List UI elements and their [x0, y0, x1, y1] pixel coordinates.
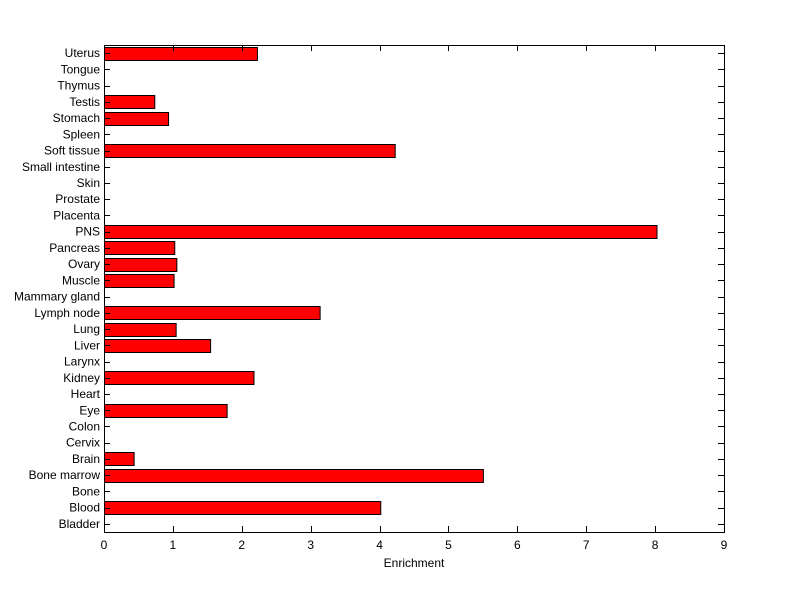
bar-uterus	[104, 47, 258, 61]
y-tick-label: Brain	[72, 452, 100, 466]
bar-soft-tissue	[104, 144, 396, 158]
x-tick-label: 6	[514, 538, 521, 552]
bar-testis	[104, 95, 156, 109]
y-tick-label: Eye	[79, 403, 100, 417]
y-tick-label: Bone	[72, 484, 100, 498]
y-tick-label: Tongue	[61, 62, 101, 76]
bar-stomach	[104, 112, 170, 126]
bar-bone-marrow	[104, 469, 484, 483]
bar-pancreas	[104, 241, 176, 255]
x-axis-label: Enrichment	[384, 556, 445, 570]
y-tick-label: Uterus	[65, 46, 100, 60]
y-tick-label: Colon	[69, 419, 100, 433]
y-tick-label: Small intestine	[22, 160, 100, 174]
bar-lymph-node	[104, 306, 321, 320]
y-tick-label: Liver	[74, 338, 100, 352]
y-tick-label: Larynx	[64, 355, 100, 369]
y-tick-label: Heart	[71, 387, 101, 401]
y-tick-label: Blood	[69, 501, 100, 515]
y-tick-label: Lung	[73, 322, 100, 336]
x-tick-label: 9	[721, 538, 728, 552]
x-tick-label: 1	[170, 538, 177, 552]
x-tick-label: 7	[583, 538, 590, 552]
x-tick-label: 3	[307, 538, 314, 552]
bar-eye	[104, 404, 228, 418]
y-tick-label: Prostate	[55, 192, 100, 206]
y-tick-label: Cervix	[66, 436, 100, 450]
x-tick-label: 5	[445, 538, 452, 552]
bar-lung	[104, 323, 177, 337]
bar-blood	[104, 501, 382, 515]
y-tick-label: Bladder	[59, 517, 100, 531]
bar-muscle	[104, 274, 175, 288]
bar-kidney	[104, 371, 255, 385]
y-tick-label: Skin	[77, 176, 100, 190]
y-tick-label: Bone marrow	[29, 468, 101, 482]
plot-frame	[104, 45, 725, 533]
y-tick-label: Spleen	[63, 127, 100, 141]
y-tick-label: Soft tissue	[44, 144, 100, 158]
x-tick-labels: 0 1 2 3 4 5 6 7 8 9	[101, 538, 728, 552]
x-tick-label: 0	[101, 538, 108, 552]
y-tick-label: Mammary gland	[14, 290, 100, 304]
y-tick-label: Pancreas	[49, 241, 100, 255]
y-tick-label: Kidney	[63, 371, 100, 385]
bar-pns	[104, 225, 658, 239]
x-tick-label: 2	[238, 538, 245, 552]
y-tick-label: Stomach	[53, 111, 100, 125]
y-tick-label: Muscle	[62, 273, 100, 287]
y-tick-label: Testis	[69, 95, 100, 109]
y-tick-labels: Uterus Tongue Thymus Testis Stomach Spleen Sof…	[14, 46, 101, 531]
y-tick-label: Lymph node	[34, 306, 100, 320]
x-tick-label: 4	[376, 538, 383, 552]
bar-ovary	[104, 258, 178, 272]
y-tick-label: Placenta	[53, 208, 100, 222]
y-tick-label: Thymus	[57, 79, 100, 93]
x-tick-label: 8	[652, 538, 659, 552]
bar-liver	[104, 339, 212, 353]
y-tick-label: PNS	[75, 225, 100, 239]
y-tick-label: Ovary	[68, 257, 100, 271]
